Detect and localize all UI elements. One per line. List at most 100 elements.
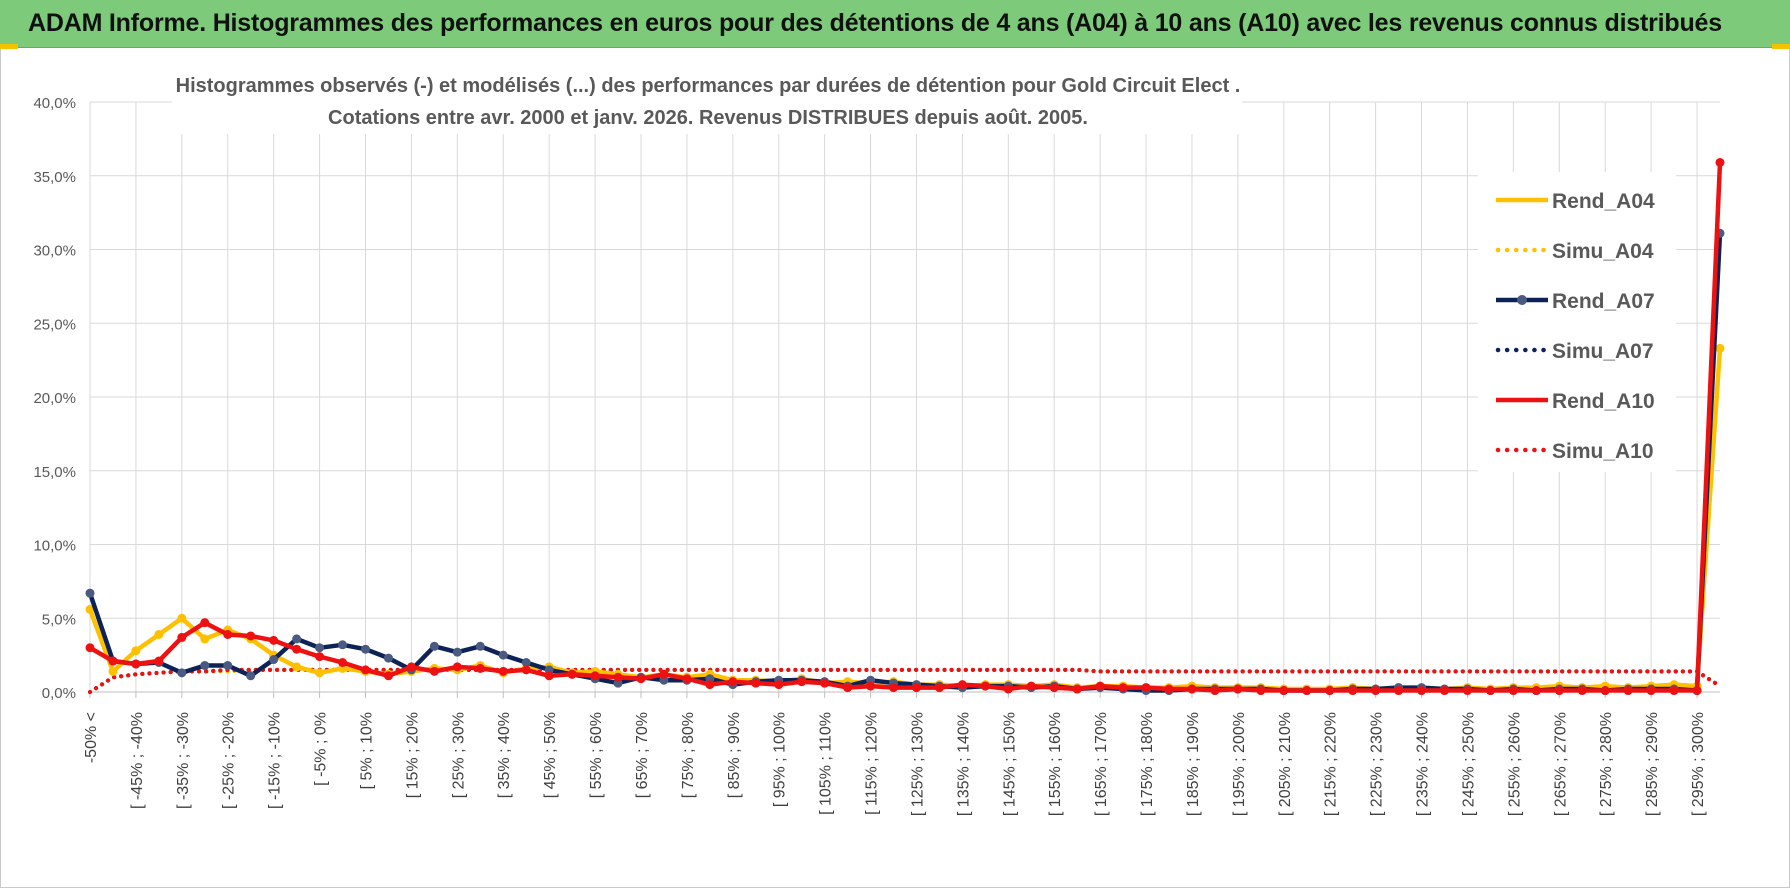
legend-label: Simu_A07: [1552, 340, 1654, 363]
data-point: [590, 671, 600, 681]
data-point: [498, 666, 508, 676]
chart-title-group: Histogrammes observés (-) et modélisés (…: [172, 66, 1242, 134]
x-tick-label: [ 105% ; 110%: [818, 712, 835, 815]
page-title-banner: ADAM Informe. Histogrammes des performan…: [0, 0, 1790, 48]
data-point: [360, 644, 370, 654]
data-point: [1531, 686, 1541, 696]
x-tick-label: [ 35% ; 40%: [496, 712, 513, 798]
corner-accent-right: [1772, 44, 1790, 49]
data-point: [200, 660, 210, 670]
data-point: [1095, 681, 1105, 691]
data-point: [315, 668, 325, 678]
x-tick-label: [ -5% ; 0%: [313, 712, 330, 786]
data-point: [521, 665, 531, 675]
data-point: [1669, 686, 1679, 696]
x-tick-label: [ 45% ; 50%: [542, 712, 559, 798]
data-point: [1026, 681, 1036, 691]
x-tick-label: [ 195% ; 200%: [1231, 712, 1248, 816]
data-point: [1302, 686, 1312, 696]
data-point: [682, 674, 692, 684]
legend: Rend_A04 Simu_A04 Rend_A07 Simu_A07 Rend_A10…: [1478, 172, 1676, 472]
data-point: [131, 646, 141, 656]
data-point: [728, 677, 738, 687]
data-point: [360, 665, 370, 675]
legend-label: Rend_A07: [1552, 290, 1655, 313]
data-point: [1164, 684, 1174, 694]
data-point: [1371, 686, 1381, 696]
data-point: [636, 674, 646, 684]
legend-background: [1478, 172, 1676, 472]
data-point: [774, 680, 784, 690]
data-point: [383, 671, 393, 681]
data-point: [1187, 684, 1197, 694]
data-point: [269, 655, 279, 665]
data-point: [177, 668, 187, 678]
chart-title-background: [172, 66, 1242, 134]
data-point: [1417, 686, 1427, 696]
y-tick-label: 15,0%: [33, 464, 76, 481]
data-point: [292, 644, 302, 654]
data-point: [751, 678, 761, 688]
data-point: [1003, 684, 1013, 694]
data-point: [1646, 686, 1656, 696]
y-tick-label: 40,0%: [33, 95, 76, 112]
data-point: [1485, 686, 1495, 696]
y-axis: 0,0% 5,0% 10,0% 15,0% 20,0% 25,0% 30,0% 35,0% 40…: [33, 95, 76, 702]
data-point: [820, 678, 830, 688]
data-point: [1508, 686, 1518, 696]
data-point: [452, 662, 462, 672]
x-tick-label: [ 55% ; 60%: [588, 712, 605, 798]
data-point: [1715, 343, 1725, 353]
x-tick-label: [ 275% ; 280%: [1598, 712, 1615, 816]
data-point: [1715, 157, 1725, 167]
data-point: [85, 588, 95, 598]
data-point: [429, 641, 439, 651]
data-point: [406, 662, 416, 672]
data-point: [1279, 686, 1289, 696]
data-point: [292, 634, 302, 644]
corner-accent-left: [0, 44, 18, 49]
y-tick-label: 25,0%: [33, 316, 76, 333]
data-point: [659, 669, 669, 679]
data-point: [866, 681, 876, 691]
data-point: [200, 634, 210, 644]
data-point: [1049, 683, 1059, 693]
y-tick-label: 30,0%: [33, 243, 76, 260]
data-point: [1325, 686, 1335, 696]
x-tick-label: [ 85% ; 90%: [726, 712, 743, 798]
x-tick-label: [ 5% ; 10%: [358, 712, 375, 789]
x-tick-label: [ -35% ; -30%: [175, 712, 192, 809]
x-tick-label: [ 295% ; 300%: [1690, 712, 1707, 816]
x-tick-label: [ -15% ; -10%: [267, 712, 284, 809]
x-tick-label: [ 245% ; 250%: [1460, 712, 1477, 816]
data-point: [1692, 686, 1702, 696]
x-tick-label: -50% <: [83, 712, 100, 763]
data-point: [85, 643, 95, 653]
data-point: [315, 652, 325, 662]
x-tick-label: [ 65% ; 70%: [634, 712, 651, 798]
legend-label: Simu_A10: [1552, 440, 1654, 463]
x-axis: -50% < [ -45% ; -40% [ -35% ; -30% [ -25% ;…: [83, 691, 1720, 816]
x-tick-label: [ 165% ; 170%: [1093, 712, 1110, 816]
x-tick-label: [ 235% ; 240%: [1415, 712, 1432, 816]
x-tick-label: [ 125% ; 130%: [909, 712, 926, 816]
series-rend-a10: [85, 157, 1725, 696]
x-tick-label: [ 25% ; 30%: [450, 712, 467, 798]
data-point: [843, 683, 853, 693]
data-point: [613, 672, 623, 682]
grid: [89, 101, 1720, 693]
x-tick-label: [ 115% ; 120%: [864, 712, 881, 815]
legend-label: Simu_A04: [1552, 240, 1654, 263]
data-point: [315, 643, 325, 653]
data-point: [980, 681, 990, 691]
x-tick-label: [ 135% ; 140%: [955, 712, 972, 816]
data-point: [1118, 683, 1128, 693]
x-tick-label: [ 155% ; 160%: [1047, 712, 1064, 816]
legend-label: Rend_A04: [1552, 190, 1655, 213]
data-point: [1210, 686, 1220, 696]
data-point: [223, 629, 233, 639]
data-point: [498, 650, 508, 660]
data-point: [1072, 684, 1082, 694]
data-point: [85, 604, 95, 614]
